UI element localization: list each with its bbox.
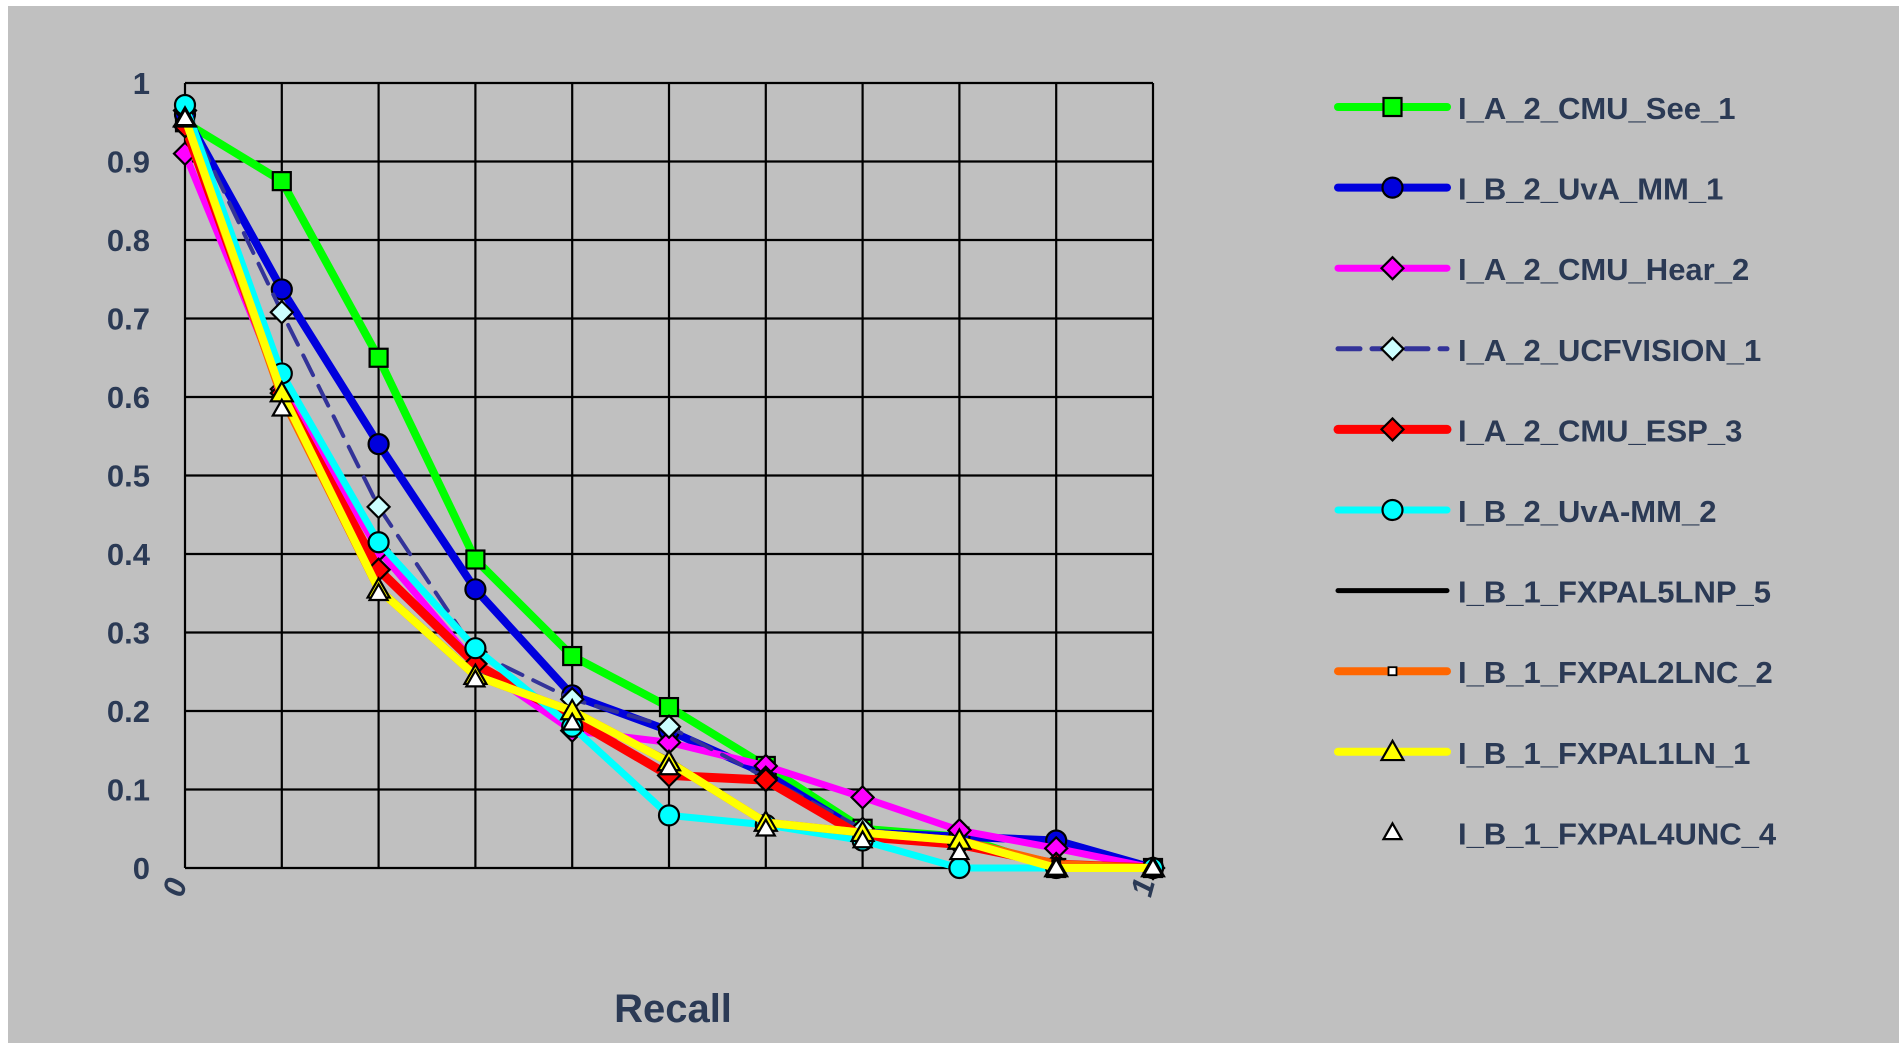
series-I_B_1_FXPAL4UNC_4 xyxy=(174,107,1164,876)
data-point xyxy=(270,397,293,417)
legend-label: I_B_1_FXPAL1LN_1 xyxy=(1458,736,1750,771)
y-tick-label: 0.2 xyxy=(107,694,150,729)
legend-label: I_B_2_UvA-MM_2 xyxy=(1458,494,1716,529)
legend-item: I_B_2_UvA_MM_1 xyxy=(1334,172,1723,207)
legend-swatch-marker xyxy=(1379,416,1406,442)
data-point xyxy=(174,107,196,127)
legend-item: I_B_1_FXPAL4UNC_4 xyxy=(1381,816,1777,851)
legend-label: I_B_2_UvA_MM_1 xyxy=(1458,172,1723,207)
data-point xyxy=(367,531,390,554)
legend-item: I_B_2_UvA-MM_2 xyxy=(1334,494,1716,529)
legend-swatch-marker xyxy=(1379,738,1406,762)
legend-swatch-marker xyxy=(1379,336,1406,362)
data-point xyxy=(562,645,583,667)
legend: I_A_2_CMU_See_1 I_B_2_UvA_MM_1 I_A_2_CMU_H… xyxy=(1333,91,1777,851)
data-point xyxy=(561,711,584,731)
legend-item: I_A_2_CMU_Hear_2 xyxy=(1334,252,1749,287)
data-point xyxy=(948,856,971,880)
legend-item: I_A_2_UCFVISION_1 xyxy=(1335,333,1761,368)
data-point xyxy=(850,784,876,810)
legend-item: I_B_1_FXPAL5LNP_5 xyxy=(1335,575,1771,610)
y-tick-label: 0 xyxy=(133,851,150,886)
y-tick-label: 0.1 xyxy=(107,773,150,808)
legend-swatch-marker xyxy=(1382,96,1403,118)
data-point xyxy=(754,817,777,837)
legend-label: I_A_2_CMU_See_1 xyxy=(1458,91,1735,126)
y-tick-label: 0.3 xyxy=(107,616,150,651)
data-point xyxy=(753,767,779,793)
data-point xyxy=(269,299,295,325)
legend-swatch-marker xyxy=(1387,666,1398,677)
series-lines xyxy=(172,93,1166,881)
data-point xyxy=(367,433,390,456)
y-tick-label: 0.6 xyxy=(107,380,150,415)
x-axis-label: Recall xyxy=(614,987,732,1031)
data-point xyxy=(1045,856,1068,876)
legend-item: I_B_1_FXPAL2LNC_2 xyxy=(1334,655,1773,690)
data-point xyxy=(1142,856,1164,876)
y-tick-label: 0.9 xyxy=(107,145,150,180)
data-point xyxy=(656,714,682,740)
data-point xyxy=(657,804,681,827)
data-point xyxy=(464,578,487,601)
legend-item: I_A_2_CMU_See_1 xyxy=(1334,91,1735,126)
legend-label: I_B_1_FXPAL2LNC_2 xyxy=(1458,655,1773,690)
data-point xyxy=(464,637,487,660)
data-point xyxy=(851,829,874,849)
y-tick-label: 0.4 xyxy=(107,537,151,572)
legend-item: I_A_2_CMU_ESP_3 xyxy=(1333,413,1742,448)
data-point xyxy=(367,582,390,602)
legend-label: I_A_2_CMU_ESP_3 xyxy=(1458,413,1742,448)
legend-swatch-marker xyxy=(1381,821,1404,841)
legend-swatch-marker xyxy=(1381,498,1404,522)
legend-label: I_B_1_FXPAL4UNC_4 xyxy=(1458,816,1777,851)
grid xyxy=(183,81,1155,870)
legend-label: I_B_1_FXPAL5LNP_5 xyxy=(1458,575,1771,610)
data-point xyxy=(270,278,293,301)
data-point xyxy=(464,668,487,688)
y-tick-label: 1 xyxy=(133,66,150,101)
legend-label: I_A_2_CMU_Hear_2 xyxy=(1458,252,1749,287)
legend-item: I_B_1_FXPAL1LN_1 xyxy=(1334,736,1750,771)
data-point xyxy=(948,841,971,861)
y-axis-ticks: 0 0.1 0.2 0.3 0.4 0.5 0.6 0.7 0.8 0.9 1 xyxy=(107,66,151,886)
legend-swatch-marker xyxy=(1379,255,1406,281)
legend-swatch-marker xyxy=(1381,176,1404,199)
data-point xyxy=(465,549,486,570)
legend-label: I_A_2_UCFVISION_1 xyxy=(1458,333,1761,368)
data-point xyxy=(658,756,680,776)
data-point xyxy=(658,696,680,718)
y-tick-label: 0.8 xyxy=(107,223,150,258)
data-point xyxy=(366,494,392,520)
data-point xyxy=(271,171,292,192)
y-tick-label: 0.5 xyxy=(107,459,150,494)
y-tick-label: 0.7 xyxy=(107,302,150,337)
data-point xyxy=(368,347,389,368)
